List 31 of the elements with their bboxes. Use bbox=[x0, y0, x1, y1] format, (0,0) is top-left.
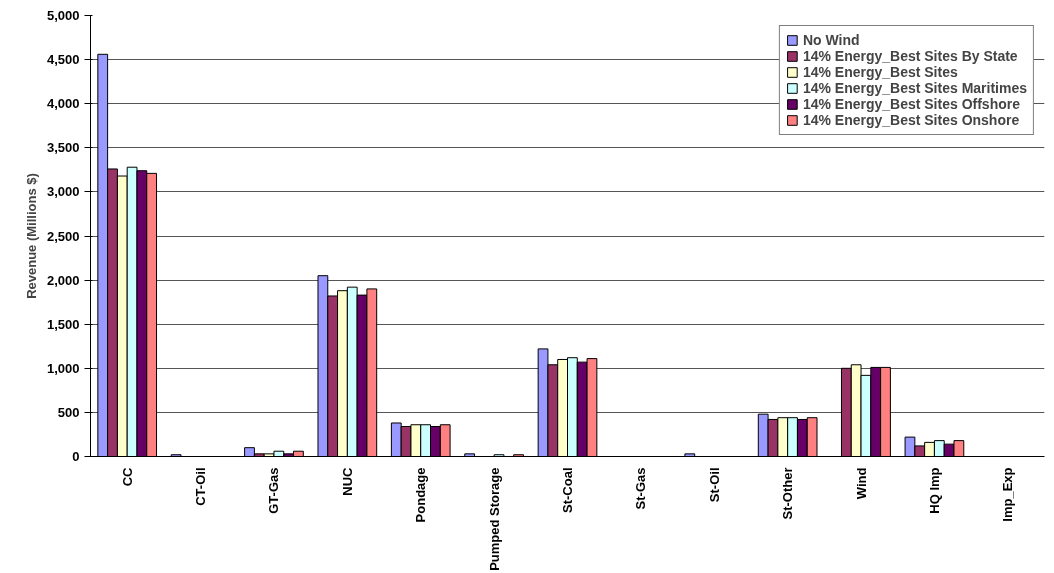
y-tick-label: 1,000 bbox=[46, 360, 80, 376]
legend-label: 14% Energy_Best Sites bbox=[802, 64, 958, 80]
x-tick-label: CT-Oil bbox=[193, 467, 209, 506]
y-tick-label: 2,000 bbox=[46, 272, 80, 288]
y-tick-label: 4,000 bbox=[46, 96, 80, 112]
legend-label: 14% Energy_Best Sites Offshore bbox=[802, 96, 1020, 112]
y-tick-label: 3,500 bbox=[46, 140, 80, 156]
x-tick-label: St-Coal bbox=[560, 467, 575, 513]
y-tick-label: 0 bbox=[72, 449, 80, 464]
x-tick-label: Pumped Storage bbox=[486, 467, 502, 571]
x-tick-label: St-Gas bbox=[633, 467, 649, 510]
y-tick-label: 4,500 bbox=[46, 52, 80, 68]
legend-label: 14% Energy_Best Sites Onshore bbox=[802, 112, 1020, 128]
x-tick-label: Wind bbox=[853, 467, 869, 500]
x-tick-label: Pondage bbox=[413, 467, 429, 523]
x-tick-label: HQ Imp bbox=[926, 467, 942, 514]
x-tick-label: St-Oil bbox=[706, 467, 722, 503]
y-tick-label: 5,000 bbox=[46, 8, 80, 23]
y-tick-label: 500 bbox=[57, 404, 80, 420]
x-tick-label: St-Other bbox=[780, 467, 796, 520]
x-tick-label: Imp_Exp bbox=[1000, 467, 1016, 522]
y-tick-label: 3,000 bbox=[46, 184, 80, 200]
legend-label: 14% Energy_Best Sites By State bbox=[802, 48, 1018, 64]
y-axis-title: Revenue (Millions $) bbox=[23, 173, 39, 299]
x-tick-label: GT-Gas bbox=[266, 467, 282, 514]
y-tick-label: 1,500 bbox=[46, 316, 80, 332]
legend-label: 14% Energy_Best Sites Maritimes bbox=[802, 80, 1027, 96]
legend-label: No Wind bbox=[802, 32, 860, 48]
x-tick-label: CC bbox=[119, 466, 135, 487]
x-tick-label: NUC bbox=[339, 466, 355, 496]
y-tick-label: 2,500 bbox=[46, 228, 80, 244]
